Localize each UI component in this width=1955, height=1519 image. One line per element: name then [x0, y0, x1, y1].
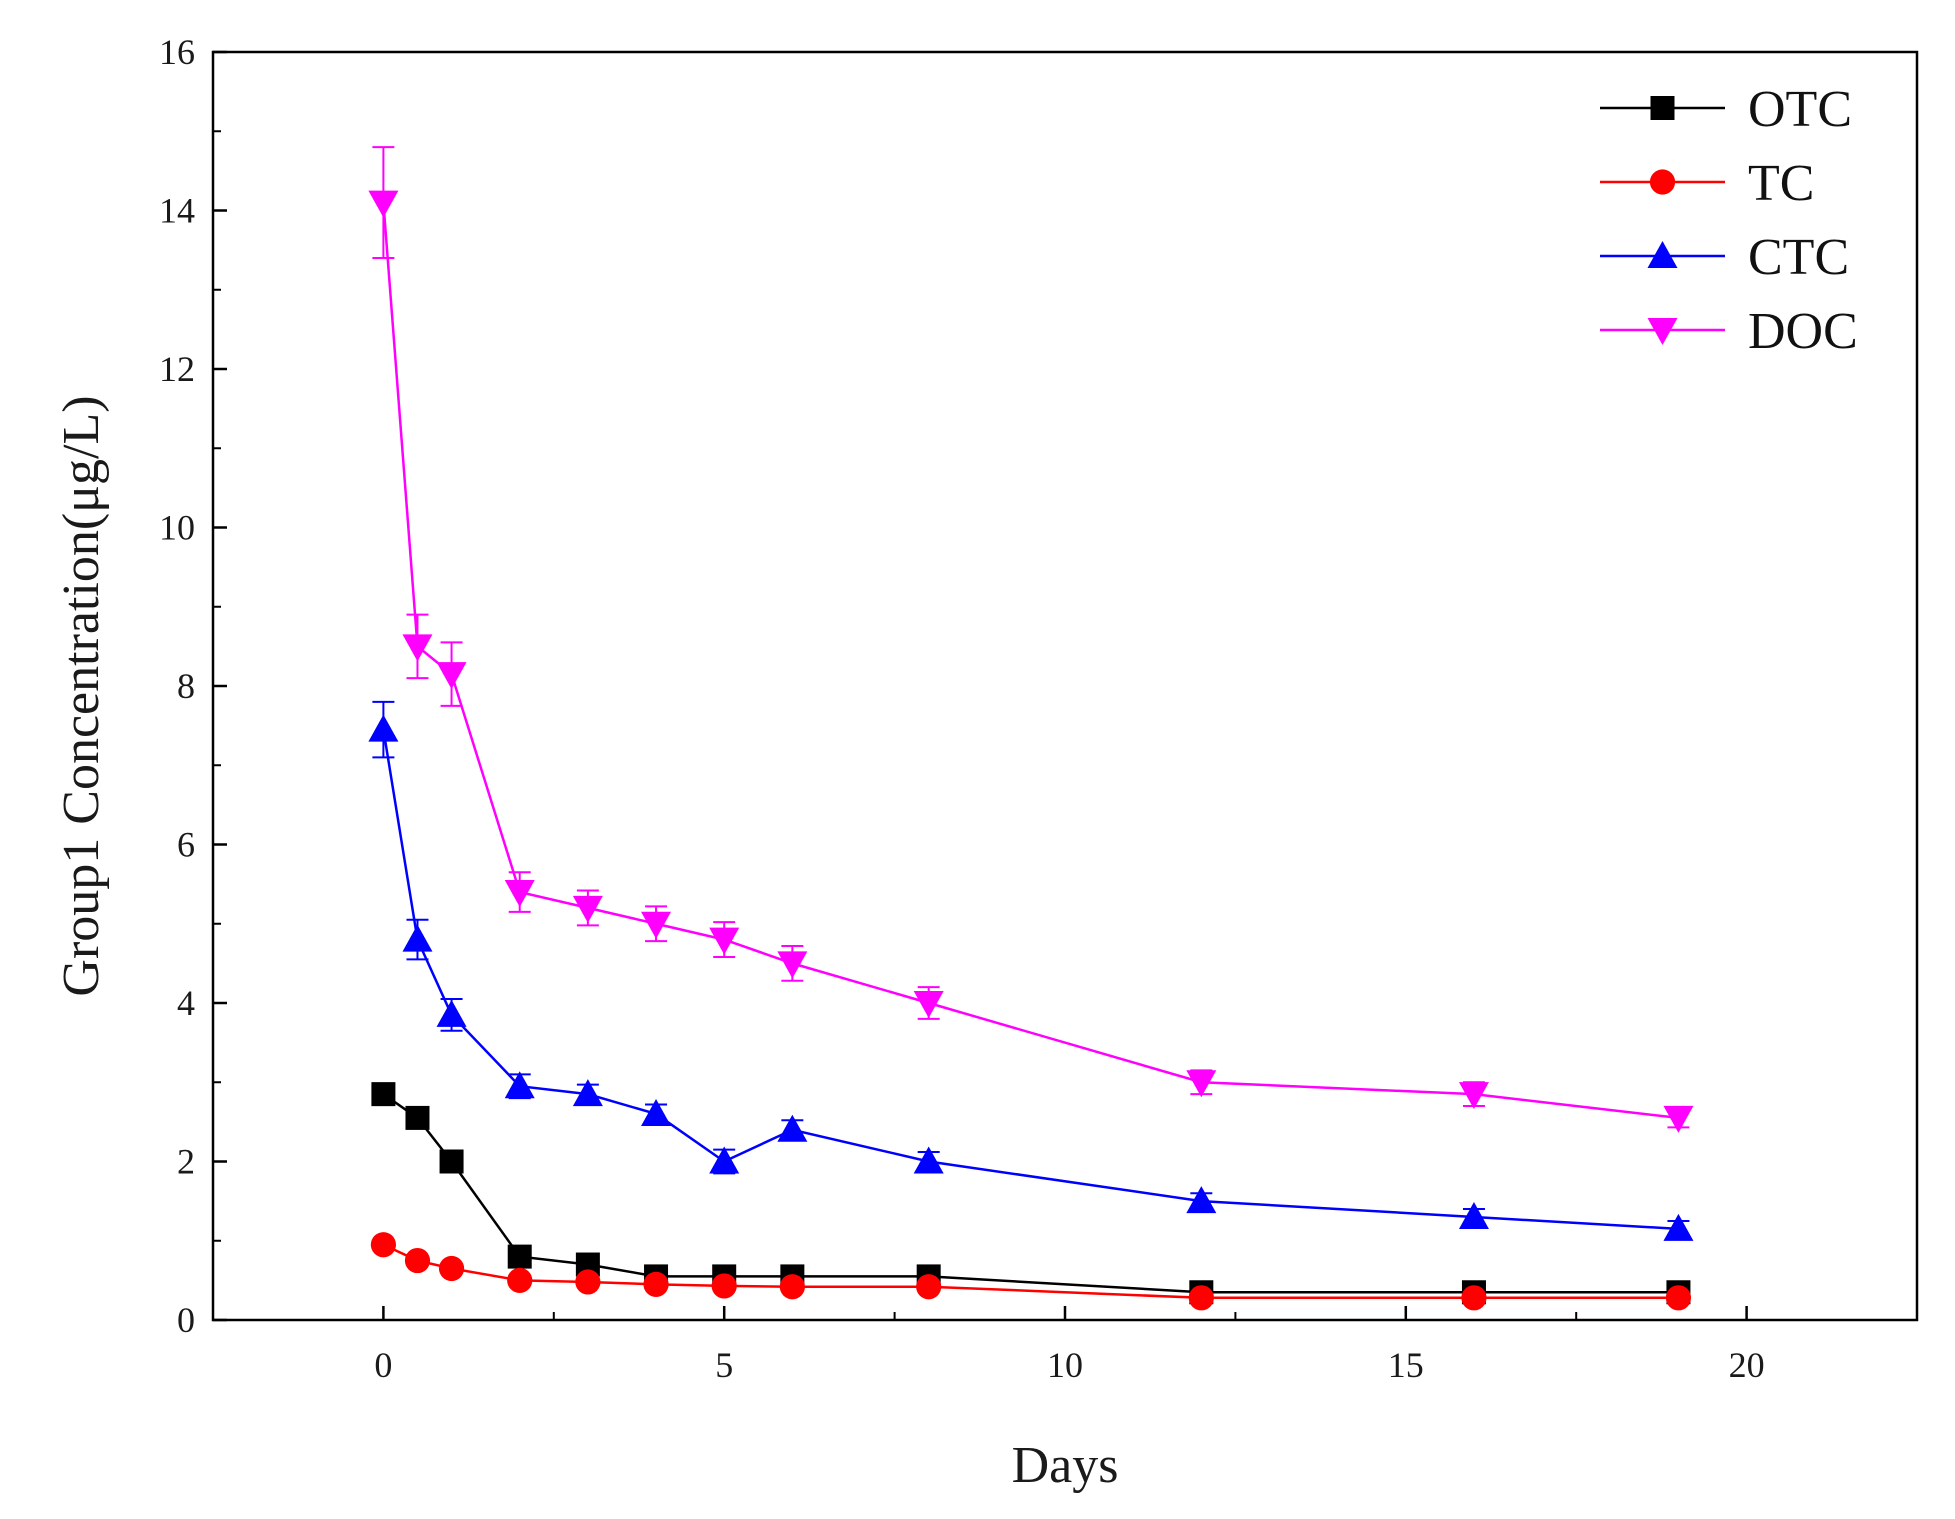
y-tick-label: 16 [159, 32, 195, 72]
data-point-tc [438, 1255, 465, 1282]
series-layer [368, 146, 1694, 1311]
data-point-tc [1665, 1285, 1692, 1311]
x-tick-label: 15 [1388, 1345, 1424, 1385]
legend-label-ctc: CTC [1748, 229, 1849, 286]
legend: OTC TC CTC DOC [1600, 81, 1858, 360]
data-point-doc [709, 927, 740, 955]
data-point-tc [1188, 1285, 1214, 1311]
x-axis-ticks: 0 5 10 15 20 [374, 1306, 1918, 1385]
y-tick-label: 6 [177, 825, 195, 865]
data-point-ctc [1186, 1186, 1217, 1214]
data-point-ctc [709, 1146, 740, 1174]
series-ctc [368, 700, 1694, 1241]
data-point-otc [371, 1082, 396, 1107]
data-point-doc [504, 880, 535, 908]
data-point-doc [368, 190, 399, 218]
data-point-doc [572, 895, 603, 923]
legend-label-tc: TC [1748, 155, 1814, 212]
series-tc [370, 1232, 1692, 1311]
series-line-doc [382, 202, 1679, 1120]
y-tick-label: 2 [177, 1142, 195, 1182]
data-point-tc [507, 1267, 533, 1293]
legend-item-otc: OTC [1600, 81, 1852, 138]
data-point-tc [711, 1273, 737, 1299]
x-tick-label: 10 [1047, 1345, 1083, 1385]
y-tick-label: 14 [159, 191, 195, 231]
legend-label-otc: OTC [1748, 81, 1852, 138]
y-tick-label: 4 [177, 983, 195, 1023]
data-point-ctc [402, 924, 433, 952]
data-point-ctc [572, 1079, 603, 1107]
data-point-doc [913, 991, 944, 1018]
data-point-doc [641, 911, 672, 939]
data-point-ctc [777, 1114, 808, 1142]
data-point-tc [916, 1274, 942, 1300]
data-point-ctc [368, 714, 399, 742]
data-point-tc [575, 1269, 601, 1295]
y-axis-title: Group1 Concentration(μg/L) [53, 395, 110, 996]
series-doc [368, 146, 1694, 1133]
y-tick-label: 0 [177, 1300, 195, 1340]
data-point-ctc [1663, 1213, 1694, 1241]
y-tick-label: 8 [177, 666, 195, 706]
data-point-ctc [913, 1146, 944, 1174]
data-point-doc [1186, 1070, 1217, 1098]
data-point-doc [777, 951, 808, 979]
legend-label-doc: DOC [1748, 303, 1858, 360]
data-point-tc [1461, 1285, 1487, 1311]
y-axis-ticks: 0 2 4 6 8 10 12 14 16 [159, 32, 227, 1340]
x-tick-label: 20 [1729, 1345, 1765, 1385]
x-tick-label: 0 [374, 1345, 392, 1385]
legend-item-ctc: CTC [1600, 229, 1849, 286]
legend-item-tc: TC [1600, 155, 1814, 212]
data-point-otc [507, 1244, 532, 1269]
data-point-ctc [1458, 1201, 1489, 1229]
legend-marker-otc [1650, 96, 1675, 120]
legend-item-doc: DOC [1600, 303, 1858, 360]
plot-frame [211, 50, 1919, 1322]
data-point-doc [402, 634, 433, 662]
data-point-tc [779, 1274, 805, 1300]
series-line-ctc [382, 729, 1679, 1231]
data-point-doc [1458, 1082, 1489, 1110]
data-point-otc [405, 1105, 430, 1130]
x-axis-title: Days [1012, 1437, 1119, 1494]
legend-marker-ctc [1647, 241, 1678, 268]
x-tick-label: 5 [715, 1345, 733, 1385]
data-point-doc [436, 662, 467, 690]
y-tick-label: 12 [159, 349, 195, 389]
y-tick-label: 10 [159, 508, 195, 548]
data-point-doc [1663, 1105, 1694, 1133]
data-point-tc [404, 1247, 431, 1274]
series-otc [371, 1082, 1691, 1305]
data-point-ctc [436, 999, 467, 1027]
data-point-tc [643, 1271, 669, 1297]
data-point-tc [370, 1232, 396, 1258]
data-point-ctc [641, 1098, 672, 1126]
data-point-ctc [504, 1071, 535, 1099]
legend-marker-doc [1647, 318, 1678, 345]
legend-marker-tc [1649, 169, 1676, 195]
data-point-otc [439, 1149, 464, 1174]
